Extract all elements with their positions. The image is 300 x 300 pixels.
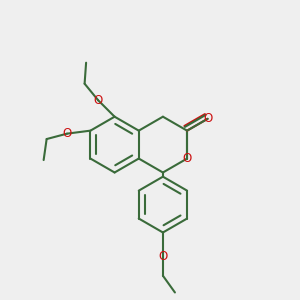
Text: O: O	[182, 152, 192, 165]
Text: O: O	[203, 112, 212, 125]
Text: O: O	[62, 127, 72, 140]
Text: O: O	[158, 250, 167, 263]
Text: O: O	[94, 94, 103, 107]
